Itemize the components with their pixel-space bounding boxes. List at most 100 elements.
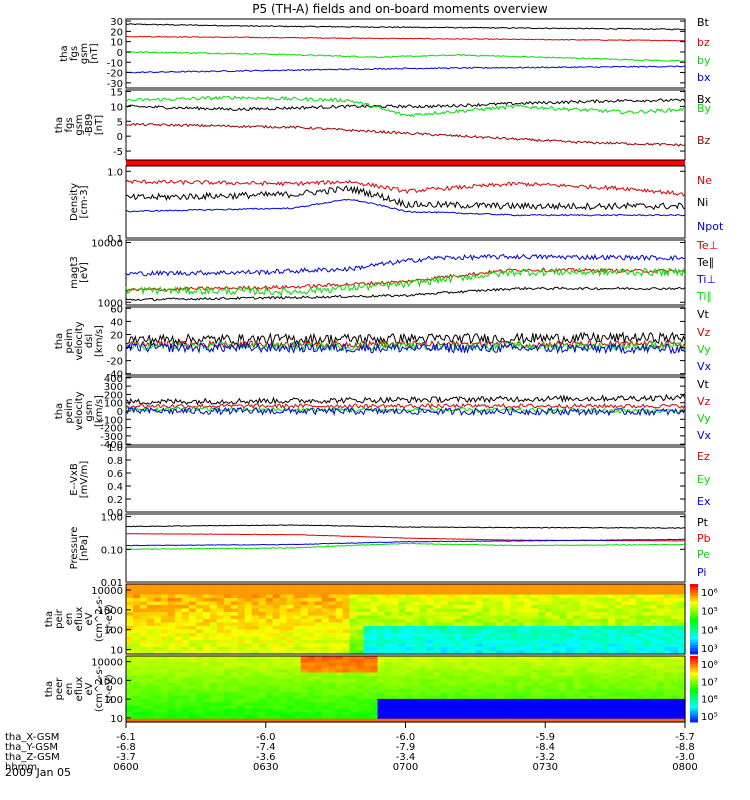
p9-spectrogram-cell: [468, 636, 476, 641]
p9-spectrogram-cell: [167, 647, 176, 652]
p10-spectrogram-cell: [615, 698, 623, 703]
p10-spectrogram-cell: [671, 656, 679, 660]
p10-spectrogram-cell: [475, 695, 483, 700]
p9-spectrogram-cell: [314, 615, 323, 620]
p10-spectrogram-cell: [328, 715, 337, 720]
p9-spectrogram-cell: [678, 650, 686, 655]
p10-spectrogram-cell: [202, 692, 211, 697]
p9-spectrogram-cell: [573, 601, 581, 606]
p10-spectrogram-cell: [209, 665, 218, 670]
p10-spectrogram-cell: [461, 669, 469, 674]
p10-spectrogram-cell: [552, 712, 560, 716]
p10-spectrogram-cell: [517, 702, 525, 707]
p9-spectrogram-cell: [356, 636, 365, 641]
p9-spectrogram-cell: [244, 584, 253, 589]
p10-spectrogram-cell: [384, 718, 393, 723]
p9-spectrogram-cell: [244, 605, 253, 610]
p9-spectrogram-cell: [237, 612, 246, 617]
p9-spectrogram-cell: [580, 608, 588, 613]
p9-spectrogram-cell: [622, 584, 630, 589]
p10-spectrogram-cell: [181, 672, 190, 677]
p10-spectrogram-cell: [195, 685, 204, 690]
p10-spectrogram-cell: [489, 659, 497, 664]
p10-spectrogram-cell: [622, 692, 630, 697]
p9-spectrogram-cell: [489, 619, 497, 624]
p6-series-Vt: [125, 393, 686, 406]
p9-spectrogram-cell: [139, 615, 148, 620]
p9-spectrogram-cell: [405, 640, 414, 645]
p9-spectrogram-cell: [160, 636, 169, 641]
p10-spectrogram-cell: [237, 718, 246, 723]
p10-spectrogram-cell: [650, 675, 658, 680]
p9-spectrogram-cell: [433, 594, 442, 599]
p9-spectrogram-cell: [300, 594, 309, 599]
p9-spectrogram-cell: [181, 643, 190, 648]
p9-spectrogram-cell: [559, 647, 567, 652]
p10-spectrogram-cell: [517, 665, 525, 670]
p10-spectrogram-cell: [279, 675, 288, 680]
p10-spectrogram-cell: [216, 698, 225, 703]
p10-spectrogram-cell: [559, 682, 567, 687]
p9-spectrogram-cell: [482, 626, 490, 631]
p8-ylabel: Pressure: [69, 527, 80, 570]
p2-ytick-label: -5: [113, 147, 123, 158]
p9-spectrogram-cell: [608, 608, 616, 613]
p9-spectrogram-cell: [678, 601, 686, 606]
p10-spectrogram-cell: [258, 682, 267, 687]
p9-spectrogram-cell: [524, 640, 532, 645]
p10-spectrogram-cell: [335, 702, 344, 707]
p9-spectrogram-cell: [230, 591, 239, 596]
p10-spectrogram-cell: [216, 705, 225, 710]
p9-spectrogram-cell: [468, 647, 476, 652]
p9-spectrogram-cell: [622, 629, 630, 634]
p9-spectrogram-cell: [461, 608, 469, 613]
p10-spectrogram-cell: [405, 702, 414, 707]
p9-spectrogram-cell: [671, 615, 679, 620]
p9-spectrogram-cell: [650, 647, 658, 652]
p9-spectrogram-cell: [468, 608, 476, 613]
p10-spectrogram-cell: [461, 712, 469, 716]
p9-spectrogram-cell: [412, 591, 421, 596]
p9-spectrogram-cell: [342, 598, 351, 603]
p10-spectrogram-cell: [671, 702, 679, 707]
p1-ytick-label: -20: [107, 69, 123, 80]
p10-spectrogram-cell: [314, 662, 323, 667]
p10-spectrogram-cell: [258, 679, 267, 683]
p9-spectrogram-cell: [573, 640, 581, 645]
p9-spectrogram-cell: [307, 626, 316, 631]
p10-spectrogram-cell: [181, 656, 190, 660]
p10-spectrogram-cell: [230, 692, 239, 697]
p9-spectrogram-cell: [580, 601, 588, 606]
p9-spectrogram-cell: [321, 591, 330, 596]
p10-spectrogram-cell: [132, 695, 141, 700]
p10-spectrogram-cell: [188, 698, 197, 703]
p9-spectrogram-cell: [209, 622, 218, 627]
p8-series-Pt: [125, 524, 686, 529]
p10-spectrogram-cell: [650, 669, 658, 674]
p10-spectrogram-cell: [293, 662, 302, 667]
p10-spectrogram-cell: [335, 708, 344, 713]
p10-spectrogram-cell: [202, 685, 211, 690]
p9-spectrogram-cell: [132, 601, 141, 606]
p10-spectrogram-cell: [622, 715, 630, 720]
p9-spectrogram-cell: [461, 587, 469, 592]
p10-spectrogram-cell: [475, 698, 483, 703]
p10-spectrogram-cell: [370, 675, 379, 680]
p9-spectrogram-cell: [293, 640, 302, 645]
p9-spectrogram-cell: [370, 601, 379, 606]
p9-colorbar-step: [690, 589, 698, 594]
p10-spectrogram-cell: [608, 665, 616, 670]
p10-spectrogram-cell: [468, 659, 476, 664]
p10-spectrogram-cell: [314, 689, 323, 693]
p9-spectrogram-cell: [335, 615, 344, 620]
p10-spectrogram-cell: [503, 712, 511, 716]
p10-spectrogram-cell: [580, 656, 588, 660]
p9-spectrogram-cell: [195, 626, 204, 631]
p10-spectrogram-cell: [573, 685, 581, 690]
p10-spectrogram-cell: [636, 689, 644, 693]
p10-spectrogram-cell: [643, 705, 651, 710]
p10-spectrogram-cell: [671, 659, 679, 664]
p9-spectrogram-cell: [209, 650, 218, 655]
p9-spectrogram-cell: [174, 584, 183, 589]
p9-spectrogram-cell: [447, 622, 456, 627]
